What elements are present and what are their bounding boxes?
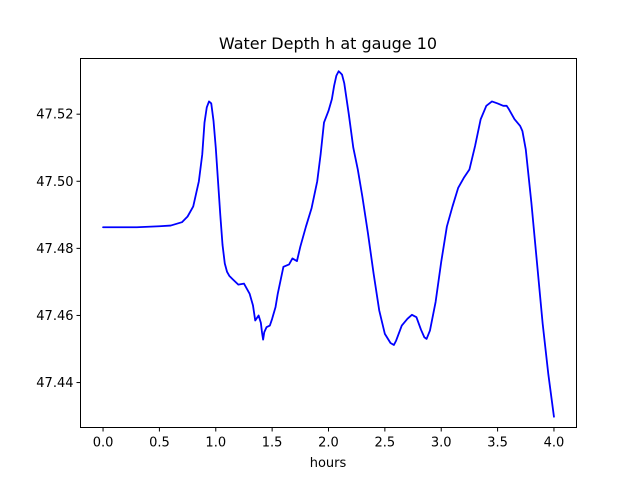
x-tick-label: 3.0 bbox=[431, 436, 452, 451]
chart-title: Water Depth h at gauge 10 bbox=[219, 34, 437, 53]
series-line bbox=[102, 70, 555, 418]
x-axis: 0.0 0.5 1.0 1.5 2.0 2.5 3.0 3.5 4.0 bbox=[93, 427, 565, 451]
x-tick-label: 1.5 bbox=[262, 436, 283, 451]
x-tick-label: 0.0 bbox=[93, 436, 114, 451]
y-tick-label: 47.50 bbox=[36, 175, 73, 190]
y-axis: 47.44 47.46 47.48 47.50 47.52 bbox=[36, 108, 81, 391]
y-tick-label: 47.48 bbox=[36, 242, 73, 257]
x-tick-label: 0.5 bbox=[149, 436, 170, 451]
y-tick-label: 47.52 bbox=[36, 108, 73, 123]
x-axis-label: hours bbox=[310, 456, 347, 471]
plot-area bbox=[102, 70, 555, 418]
plot-frame bbox=[80, 58, 577, 428]
y-tick-label: 47.44 bbox=[36, 376, 73, 391]
y-tick-label: 47.46 bbox=[36, 309, 73, 324]
x-tick-label: 2.0 bbox=[318, 436, 339, 451]
x-tick-label: 4.0 bbox=[544, 436, 565, 451]
x-tick-label: 1.0 bbox=[205, 436, 226, 451]
x-tick-label: 3.5 bbox=[487, 436, 508, 451]
x-tick-label: 2.5 bbox=[375, 436, 396, 451]
